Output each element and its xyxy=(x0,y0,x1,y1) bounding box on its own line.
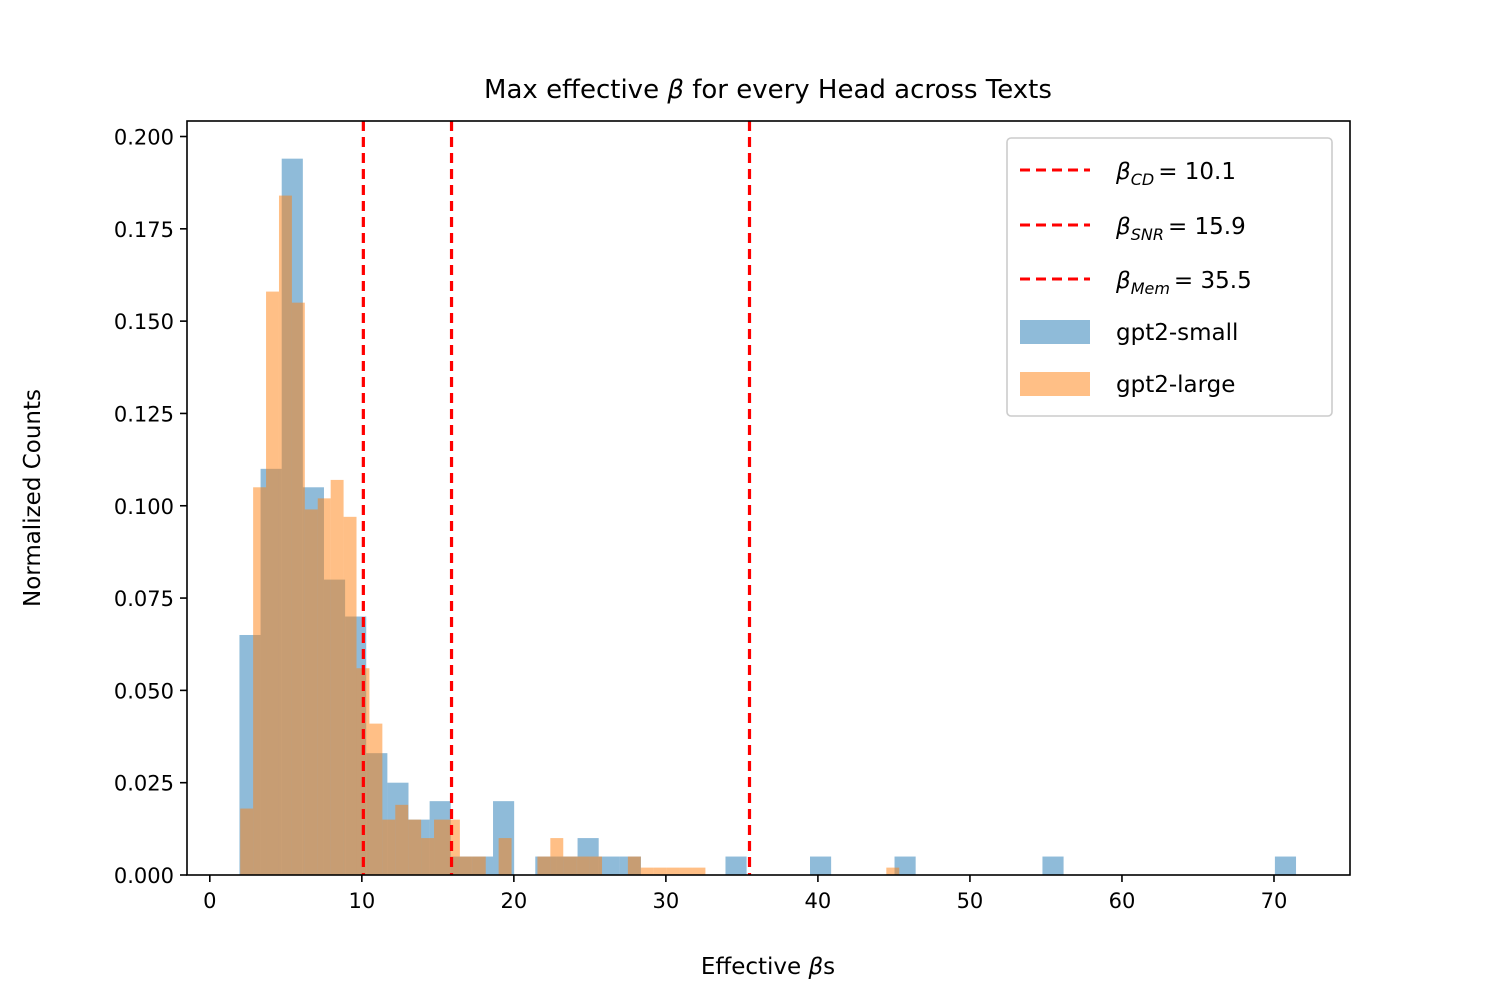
y-tick-label-5: 0.125 xyxy=(114,402,174,426)
bar-gpt2-large-15 xyxy=(434,819,447,875)
bar-gpt2-large-30 xyxy=(627,856,641,875)
bar-gpt2-large-35 xyxy=(692,867,706,875)
x-tick-label-40: 40 xyxy=(805,889,832,913)
bar-gpt2-large-25 xyxy=(563,856,577,875)
x-tick-label-50: 50 xyxy=(957,889,984,913)
reference-lines xyxy=(361,121,752,875)
bar-gpt2-small-21 xyxy=(894,856,916,875)
y-axis-label: Normalized Counts xyxy=(20,389,46,607)
x-tick-label-60: 60 xyxy=(1109,889,1136,913)
legend-swatch-gpt2-large xyxy=(1020,372,1090,396)
y-tick-label-0: 0.000 xyxy=(114,864,174,888)
bar-gpt2-large-13 xyxy=(408,819,422,875)
x-tick-label-10: 10 xyxy=(348,889,375,913)
bar-gpt2-large-26 xyxy=(576,856,590,875)
legend-label-snr: βSNR = 15.9 xyxy=(1115,214,1246,244)
bar-gpt2-large-5 xyxy=(304,509,318,875)
bar-gpt2-large-3 xyxy=(278,195,292,876)
x-axis-ticks: 0 10 20 30 40 50 60 70 xyxy=(203,875,1287,913)
bar-gpt2-large-31 xyxy=(640,867,654,875)
x-tick-label-20: 20 xyxy=(500,889,527,913)
bar-gpt2-large-7 xyxy=(330,479,344,875)
y-tick-label-2: 0.050 xyxy=(114,679,174,703)
bar-gpt2-large-2 xyxy=(266,291,279,876)
bar-gpt2-large-27 xyxy=(589,856,603,875)
bar-gpt2-small-23 xyxy=(1274,856,1297,875)
bar-gpt2-large-1 xyxy=(253,487,267,875)
legend-swatch-gpt2-small xyxy=(1020,320,1090,344)
bar-gpt2-small-22 xyxy=(1042,856,1064,875)
legend-label-mem: βMem = 35.5 xyxy=(1115,268,1252,298)
bar-gpt2-large-18 xyxy=(472,856,486,875)
bar-gpt2-large-12 xyxy=(395,804,409,875)
x-tick-label-30: 30 xyxy=(653,889,680,913)
y-tick-label-8: 0.200 xyxy=(114,126,174,150)
x-axis-label: Effective βs xyxy=(701,954,835,980)
legend: βCD = 10.1 βSNR = 15.9 βMem = 35.5 gpt2-sma… xyxy=(1006,137,1333,417)
bar-gpt2-large-16 xyxy=(446,819,460,875)
y-tick-label-4: 0.100 xyxy=(114,495,174,519)
legend-box xyxy=(1006,137,1333,417)
y-tick-label-1: 0.025 xyxy=(114,772,174,796)
bar-gpt2-large-24 xyxy=(550,838,564,875)
x-tick-label-0: 0 xyxy=(203,889,216,913)
bar-gpt2-large-9 xyxy=(356,668,370,875)
bar-gpt2-large-20 xyxy=(498,838,512,875)
y-tick-label-7: 0.175 xyxy=(114,218,174,242)
plot-frame xyxy=(186,120,1351,876)
chart-title: Max effective β for every Head across Te… xyxy=(484,75,1052,105)
bar-gpt2-large-33 xyxy=(666,867,680,875)
bar-gpt2-large-4 xyxy=(291,302,305,875)
bar-gpt2-small-20 xyxy=(810,856,832,875)
x-tick-label-70: 70 xyxy=(1261,889,1288,913)
bar-gpt2-small-17 xyxy=(598,856,620,875)
plot-area xyxy=(239,121,1297,876)
legend-label-gpt2-small: gpt2-small xyxy=(1116,320,1238,346)
y-tick-label-6: 0.150 xyxy=(114,310,174,334)
legend-label-cd: βCD = 10.1 xyxy=(1115,159,1236,189)
bar-gpt2-large-6 xyxy=(317,498,331,875)
bar-gpt2-small-19 xyxy=(725,856,747,875)
bar-gpt2-large-14 xyxy=(421,838,435,875)
y-tick-label-3: 0.075 xyxy=(114,587,174,611)
bar-gpt2-large-11 xyxy=(382,819,396,875)
bar-gpt2-large-34 xyxy=(679,867,693,875)
y-axis-ticks: 0.000 0.025 0.050 0.075 0.100 0.125 0.150 0.175… xyxy=(114,126,187,888)
bar-gpt2-large-36 xyxy=(886,867,900,875)
series-gpt2-large-bars xyxy=(240,195,900,876)
bar-gpt2-large-8 xyxy=(343,516,357,875)
bar-gpt2-large-0 xyxy=(240,808,254,875)
bar-gpt2-large-32 xyxy=(653,867,667,875)
bar-gpt2-large-23 xyxy=(537,856,551,875)
legend-label-gpt2-large: gpt2-large xyxy=(1116,372,1235,398)
bar-gpt2-large-10 xyxy=(369,723,383,875)
bar-gpt2-large-17 xyxy=(459,856,473,875)
